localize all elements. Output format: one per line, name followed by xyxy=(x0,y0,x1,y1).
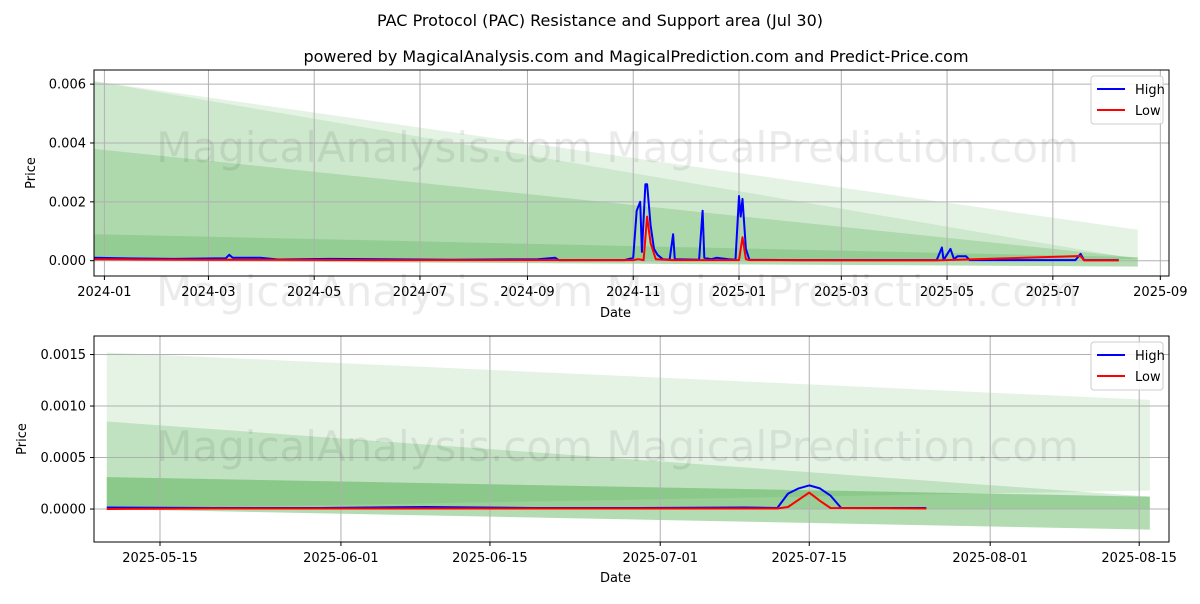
x-tick-label: 2025-07-15 xyxy=(771,551,847,566)
x-tick-label: 2025-05-15 xyxy=(122,551,198,566)
legend-label: High xyxy=(1135,349,1165,364)
x-tick-label: 2025-07 xyxy=(1026,285,1080,300)
x-tick-label: 2025-03 xyxy=(814,285,868,300)
y-tick-label: 0.0015 xyxy=(41,348,87,363)
x-tick-label: 2025-06-15 xyxy=(452,551,528,566)
x-tick-label: 2025-01 xyxy=(712,285,766,300)
plot-area: MagicalAnalysis.com MagicalPrediction.co… xyxy=(94,70,1169,276)
x-tick-label: 2025-07-01 xyxy=(622,551,698,566)
upper-plot: MagicalAnalysis.com MagicalPrediction.co… xyxy=(24,69,1187,321)
support-resistance-band xyxy=(106,477,1150,510)
support-resistance-band xyxy=(106,352,1150,510)
support-resistance-band xyxy=(94,81,1138,261)
series-line-low xyxy=(106,491,927,510)
x-tick-label: 2025-08-01 xyxy=(952,551,1028,566)
plot-frame xyxy=(93,69,1170,277)
x-tick-label: 2024-05 xyxy=(287,285,341,300)
x-tick-label: 2025-08-15 xyxy=(1101,551,1177,566)
support-resistance-band xyxy=(106,421,1150,530)
series-line-low xyxy=(94,215,1119,262)
y-tick-label: 0.000 xyxy=(49,254,86,269)
x-tick-label: 2025-06-01 xyxy=(303,551,379,566)
y-axis-label: Price xyxy=(15,423,30,455)
y-tick-label: 0.004 xyxy=(49,136,86,151)
x-axis-label: Date xyxy=(600,571,631,586)
legend-label: High xyxy=(1135,83,1165,98)
y-tick-label: 0.0005 xyxy=(41,451,87,466)
watermark-text: MagicalAnalysis.com MagicalPrediction.co… xyxy=(156,123,1079,172)
x-axis-label: Date xyxy=(600,306,631,321)
y-tick-label: 0.002 xyxy=(49,195,86,210)
lower-plot: MagicalAnalysis.com MagicalPrediction.co… xyxy=(15,335,1177,586)
x-tick-label: 2024-09 xyxy=(500,285,554,300)
watermark-text: MagicalAnalysis.com MagicalPrediction.co… xyxy=(156,422,1079,471)
y-tick-label: 0.0010 xyxy=(41,400,87,415)
watermark-text: MagicalAnalysis.com MagicalPrediction.co… xyxy=(156,267,1079,316)
y-tick-label: 0.006 xyxy=(49,78,86,93)
plot-frame xyxy=(93,335,1170,543)
plot-area: MagicalAnalysis.com MagicalPrediction.co… xyxy=(94,336,1169,542)
chart-subtitle: powered by MagicalAnalysis.com and Magic… xyxy=(303,47,968,66)
support-resistance-band xyxy=(94,148,1138,267)
x-tick-label: 2024-03 xyxy=(181,285,235,300)
legend-label: Low xyxy=(1135,104,1161,119)
y-axis-label: Price xyxy=(24,157,39,189)
x-tick-label: 2024-07 xyxy=(393,285,447,300)
legend-label: Low xyxy=(1135,370,1161,385)
x-tick-label: 2025-05 xyxy=(920,285,974,300)
chart-title: PAC Protocol (PAC) Resistance and Suppor… xyxy=(377,11,823,30)
x-tick-label: 2024-11 xyxy=(606,285,660,300)
x-tick-label: 2024-01 xyxy=(77,285,131,300)
support-resistance-band xyxy=(106,477,1150,530)
y-tick-label: 0.0000 xyxy=(41,503,87,518)
support-resistance-band xyxy=(94,81,1138,260)
x-tick-label: 2025-09 xyxy=(1133,285,1187,300)
